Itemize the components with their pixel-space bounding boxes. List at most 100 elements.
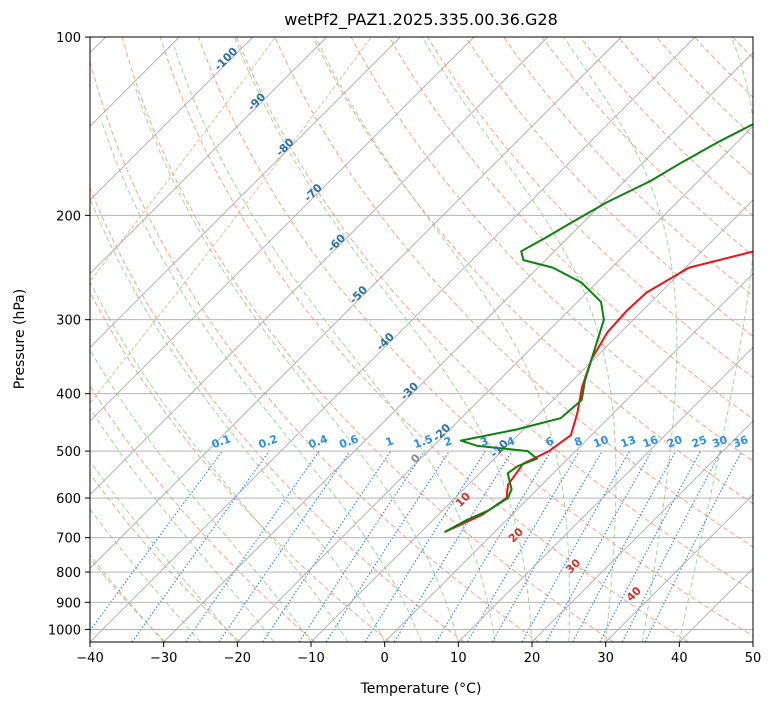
mixing-ratio-label: 1: [384, 434, 396, 449]
moist-adiabat-line: [90, 508, 201, 642]
x-tick-label: 10: [450, 651, 467, 666]
x-tick-label: 40: [671, 651, 688, 666]
x-tick-label: −40: [76, 651, 103, 666]
mixing-ratio-label: 13: [619, 433, 638, 450]
moist-adiabat-line: [233, 37, 533, 642]
moist-adiabat-line: [100, 119, 422, 642]
isotherm-line: [531, 420, 753, 642]
mixing-ratio-label: 10: [592, 433, 611, 451]
y-tick-label: 700: [56, 532, 81, 547]
moist-adiabat-line: [678, 37, 753, 642]
mixing-ratio-label: 1.5: [412, 432, 435, 451]
mixing-ratio-line: [599, 450, 701, 642]
isotherm-line: [90, 37, 696, 642]
y-tick-label: 300: [56, 314, 81, 329]
mixing-ratio-label: 0.2: [257, 432, 280, 451]
mixing-ratio-label: 0.4: [307, 432, 330, 451]
mixing-ratio-line: [621, 450, 722, 642]
x-tick-label: 30: [597, 651, 614, 666]
isotherm-line: [90, 37, 475, 422]
moist-adiabat-line: [133, 83, 459, 642]
isotherm-line: [163, 52, 753, 642]
isotherm-line: [90, 37, 401, 348]
chart-title: wetPf2_PAZ1.2025.335.00.36.G28: [284, 10, 558, 30]
mixing-ratio-label: 0.1: [210, 432, 233, 451]
mixing-ratio-label: 25: [690, 433, 709, 450]
x-tick-label: 20: [524, 651, 541, 666]
y-tick-label: 100: [56, 31, 81, 46]
mixing-ratio-label: 2: [442, 434, 454, 449]
theta-curve-line: [90, 37, 372, 405]
isotherm-line: [605, 494, 753, 642]
x-tick-label: −30: [150, 651, 177, 666]
y-tick-label: 200: [56, 209, 81, 224]
dry-adiabat-line: [426, 37, 753, 379]
moist-adiabat-line: [315, 37, 570, 642]
plot-grid: [90, 37, 753, 642]
dry-adiabat-line: [90, 557, 166, 642]
mixing-ratio-line: [90, 450, 223, 632]
dry-adiabat-line: [312, 37, 753, 505]
isotherm-line: [90, 37, 548, 496]
y-tick-label: 900: [56, 596, 81, 611]
mixing-ratio-line: [131, 450, 270, 642]
dry-adiabat-line: [90, 186, 465, 642]
temperature-upper-line: [645, 250, 753, 294]
mixing-ratio-label: 8: [572, 434, 584, 449]
dry-adiabat-line: [121, 37, 614, 642]
mixing-ratio-line: [435, 450, 552, 642]
mixing-ratio-line: [393, 450, 513, 642]
mixing-ratio-label: 16: [641, 433, 660, 451]
mixing-ratio-label: 36: [731, 433, 750, 451]
sounding-series: [444, 123, 753, 534]
moist-adiabat-line: [421, 37, 617, 642]
y-tick-label: 400: [56, 388, 81, 403]
dry-adiabat-line: [503, 37, 753, 297]
plot-frame: [89, 36, 754, 643]
moist-adiabat-line: [90, 197, 386, 642]
y-axis-label: Pressure (hPa): [12, 289, 28, 389]
mixing-ratio-line: [521, 450, 630, 642]
mixing-ratio-line: [262, 450, 392, 642]
isotherm-line: [237, 125, 753, 642]
x-tick-label: 50: [745, 651, 762, 666]
dry-adiabat-line: [197, 37, 753, 637]
axes: −40 −30 −20 −10 0 10 20 30 40 5010020030040050060…: [48, 31, 761, 666]
moist-adiabat-line: [563, 37, 678, 642]
x-axis-label: Temperature (°C): [360, 681, 482, 697]
moist-adiabat-line: [90, 407, 275, 642]
moist-adiabat-line: [90, 281, 349, 642]
mixing-ratio-label: 6: [544, 434, 556, 449]
mixing-ratio-label: 30: [710, 433, 729, 451]
dry-adiabat-line: [388, 37, 753, 420]
mixing-ratio-label: 3: [478, 434, 490, 449]
y-tick-label: 1000: [48, 623, 81, 638]
mixing-ratio-label: 4: [505, 434, 517, 449]
y-tick-label: 500: [56, 445, 81, 460]
mixing-ratio-line: [364, 450, 486, 642]
mixing-ratio-label: 20: [665, 433, 684, 451]
mixing-ratio-line: [644, 450, 743, 642]
moist-adiabat-line: [173, 46, 496, 642]
dry-adiabat-line: [90, 59, 540, 642]
isotherm-line: [458, 346, 753, 642]
isotherm-line: [90, 37, 327, 275]
isotherm-line: [384, 273, 753, 642]
x-tick-label: −10: [297, 651, 324, 666]
mixing-ratio-line: [185, 450, 320, 642]
y-tick-label: 800: [56, 566, 81, 581]
dry-adiabat-line: [90, 291, 390, 642]
x-tick-label: −20: [224, 651, 251, 666]
isotherm-line: [90, 37, 622, 569]
mixing-ratio-line: [572, 450, 677, 642]
mixing-ratio-label: 0.6: [338, 432, 361, 451]
isotherm-line: [310, 199, 753, 642]
dry-adiabat-line: [90, 384, 316, 642]
dry-adiabat-line: [159, 37, 689, 642]
isotherm-line: [90, 37, 254, 201]
mixing-ratio-line: [325, 450, 450, 642]
moist-adiabat-line: [90, 459, 238, 642]
mixing-ratio-line: [218, 450, 351, 642]
